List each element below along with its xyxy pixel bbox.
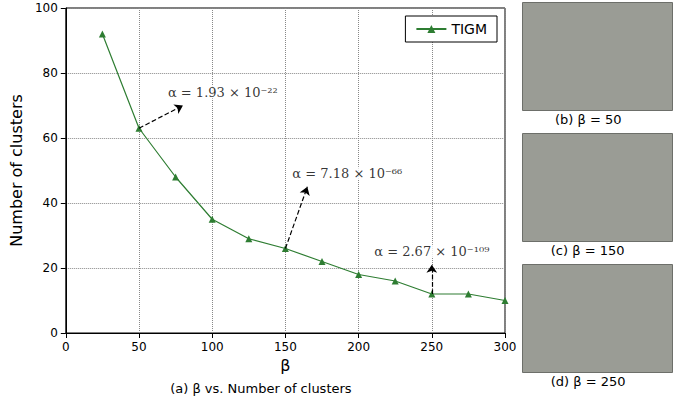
svg-text:80: 80 xyxy=(43,66,58,80)
svg-text:β: β xyxy=(280,356,290,375)
svg-text:α = 1.93 × 10⁻²²: α = 1.93 × 10⁻²² xyxy=(168,85,278,100)
svg-text:20: 20 xyxy=(43,261,58,275)
svg-text:200: 200 xyxy=(347,340,370,354)
svg-text:150: 150 xyxy=(274,340,297,354)
svg-text:α = 7.18 × 10⁻⁶⁶: α = 7.18 × 10⁻⁶⁶ xyxy=(292,166,402,181)
svg-text:0: 0 xyxy=(50,326,58,340)
svg-text:50: 50 xyxy=(131,340,146,354)
svg-text:(b) β = 50: (b) β = 50 xyxy=(555,112,622,127)
svg-text:(a) β vs. Number of clusters: (a) β vs. Number of clusters xyxy=(170,381,352,396)
svg-text:Number of clusters: Number of clusters xyxy=(7,94,26,247)
svg-text:TIGM: TIGM xyxy=(450,21,487,37)
svg-text:60: 60 xyxy=(43,131,58,145)
svg-text:300: 300 xyxy=(494,340,517,354)
svg-text:0: 0 xyxy=(62,340,70,354)
svg-text:250: 250 xyxy=(420,340,443,354)
svg-text:100: 100 xyxy=(35,1,58,15)
svg-text:40: 40 xyxy=(43,196,58,210)
svg-text:(d) β = 250: (d) β = 250 xyxy=(551,374,626,389)
svg-text:α = 2.67 × 10⁻¹⁰⁹: α = 2.67 × 10⁻¹⁰⁹ xyxy=(374,244,489,259)
svg-text:100: 100 xyxy=(201,340,224,354)
svg-text:(c) β = 150: (c) β = 150 xyxy=(551,243,625,258)
